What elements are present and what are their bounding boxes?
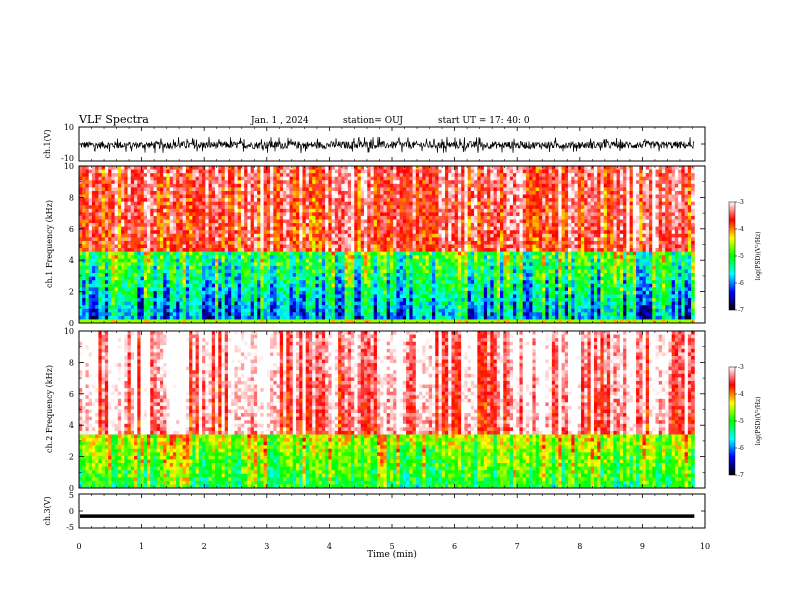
ch3-ytick-top: 5	[69, 491, 74, 500]
ch1-spectrogram-panel: 0 2 4 6 8 10 ch.1 Frequency (kHz) -3 -4 -5 -6 -7 …	[45, 162, 762, 328]
xtick-label: 1	[139, 542, 144, 551]
xtick-label: 9	[640, 542, 645, 551]
colorbar-tick-label: -5	[738, 418, 744, 425]
ch2-spectrogram-ytick-labels: 0 2 4 6 8 10	[64, 327, 74, 493]
ch1-waveform-ylabel: ch.1(V)	[43, 129, 52, 158]
ch1-ytick-top: 10	[64, 123, 74, 132]
ytick-label: 0	[69, 319, 74, 328]
ytick-label: 2	[69, 288, 74, 297]
ch1-waveform-panel: 10 -10 ch.1(V)	[43, 123, 706, 163]
ch1-waveform-trace	[79, 136, 695, 154]
colorbar-tick-label: -6	[738, 445, 744, 452]
ch1-spectrogram-ytick-labels: 0 2 4 6 8 10	[64, 162, 74, 328]
ytick-label: 10	[64, 162, 74, 171]
colorbar-tick-label: -3	[738, 364, 744, 371]
ytick-label: 0	[69, 484, 74, 493]
ch3-waveform-ylabel: ch.3(V)	[43, 496, 52, 525]
colorbar-tick-label: -7	[738, 307, 744, 314]
time-axis-label: Time (min)	[367, 549, 417, 560]
ch1-colorbar: -3 -4 -5 -6 -7 log(PSD)(V²/Hz)	[728, 199, 762, 314]
ch1-ytick-bottom: -10	[61, 154, 74, 163]
ytick-label: 2	[69, 453, 74, 462]
ch1-spectrogram-image	[79, 166, 695, 324]
ch1-spectrogram-ylabel: ch.1 Frequency (kHz)	[45, 200, 54, 288]
ch2-colorbar-ticks: -3 -4 -5 -6 -7	[735, 364, 744, 479]
ytick-label: 10	[64, 327, 74, 336]
ytick-label: 6	[69, 390, 74, 399]
ch3-waveform-frame	[78, 493, 706, 529]
colorbar-tick-label: -4	[738, 391, 744, 398]
ch2-spectrogram-ticks	[78, 330, 706, 489]
ch3-waveform-panel: 5 0 -5 ch.3(V) 0 1 2 3 4 5 6 7 8 9 10 Time (min)	[43, 491, 710, 560]
xtick-label: 3	[264, 542, 269, 551]
ytick-label: 6	[69, 225, 74, 234]
ch1-colorbar-label: log(PSD)(V²/Hz)	[755, 232, 762, 281]
colorbar-tick-label: -5	[738, 253, 744, 260]
figure-title: VLF Spectra	[78, 113, 149, 126]
ch2-spectrogram-panel: 0 2 4 6 8 10 ch.2 Frequency (kHz) -3 -4 -5 -6 -7 …	[45, 327, 762, 493]
ch3-ytick-bottom: -5	[66, 523, 74, 532]
ch1-spectrogram-ticks	[78, 165, 706, 324]
xtick-label: 7	[515, 542, 520, 551]
date-label: Jan. 1 , 2024	[250, 116, 309, 126]
xtick-label: 8	[577, 542, 582, 551]
xtick-label: 4	[327, 542, 332, 551]
colorbar-tick-label: -3	[738, 199, 744, 206]
colorbar-tick-label: -7	[738, 472, 744, 479]
xtick-label: 0	[76, 542, 81, 551]
ch2-spectrogram-ylabel: ch.2 Frequency (kHz)	[45, 365, 54, 453]
ytick-label: 4	[69, 421, 74, 430]
colorbar-tick-label: -6	[738, 280, 744, 287]
xtick-label: 10	[700, 542, 710, 551]
xtick-label: 5	[389, 542, 394, 551]
ytick-label: 8	[69, 193, 74, 202]
ch1-colorbar-ticks: -3 -4 -5 -6 -7	[735, 199, 744, 314]
ch2-colorbar-label: log(PSD)(V²/Hz)	[755, 397, 762, 446]
ch3-ytick-mid: 0	[69, 507, 74, 516]
colorbar-tick-label: -4	[738, 226, 744, 233]
xtick-label: 6	[452, 542, 457, 551]
ch1-colorbar-gradient	[728, 201, 736, 311]
station-label: station= OUJ	[343, 116, 403, 126]
ytick-label: 4	[69, 256, 74, 265]
time-axis-tick-labels: 0 1 2 3 4 5 6 7 8 9 10	[76, 542, 710, 551]
ch3-waveform-ticks	[78, 494, 706, 528]
start-time-label: start UT = 17: 40: 0	[438, 116, 530, 126]
xtick-label: 2	[202, 542, 207, 551]
ch2-colorbar: -3 -4 -5 -6 -7 log(PSD)(V²/Hz)	[728, 364, 762, 479]
ch2-spectrogram-image	[79, 331, 695, 489]
ch2-colorbar-gradient	[728, 366, 736, 476]
ytick-label: 8	[69, 358, 74, 367]
ch1-waveform-ticks	[78, 127, 706, 161]
